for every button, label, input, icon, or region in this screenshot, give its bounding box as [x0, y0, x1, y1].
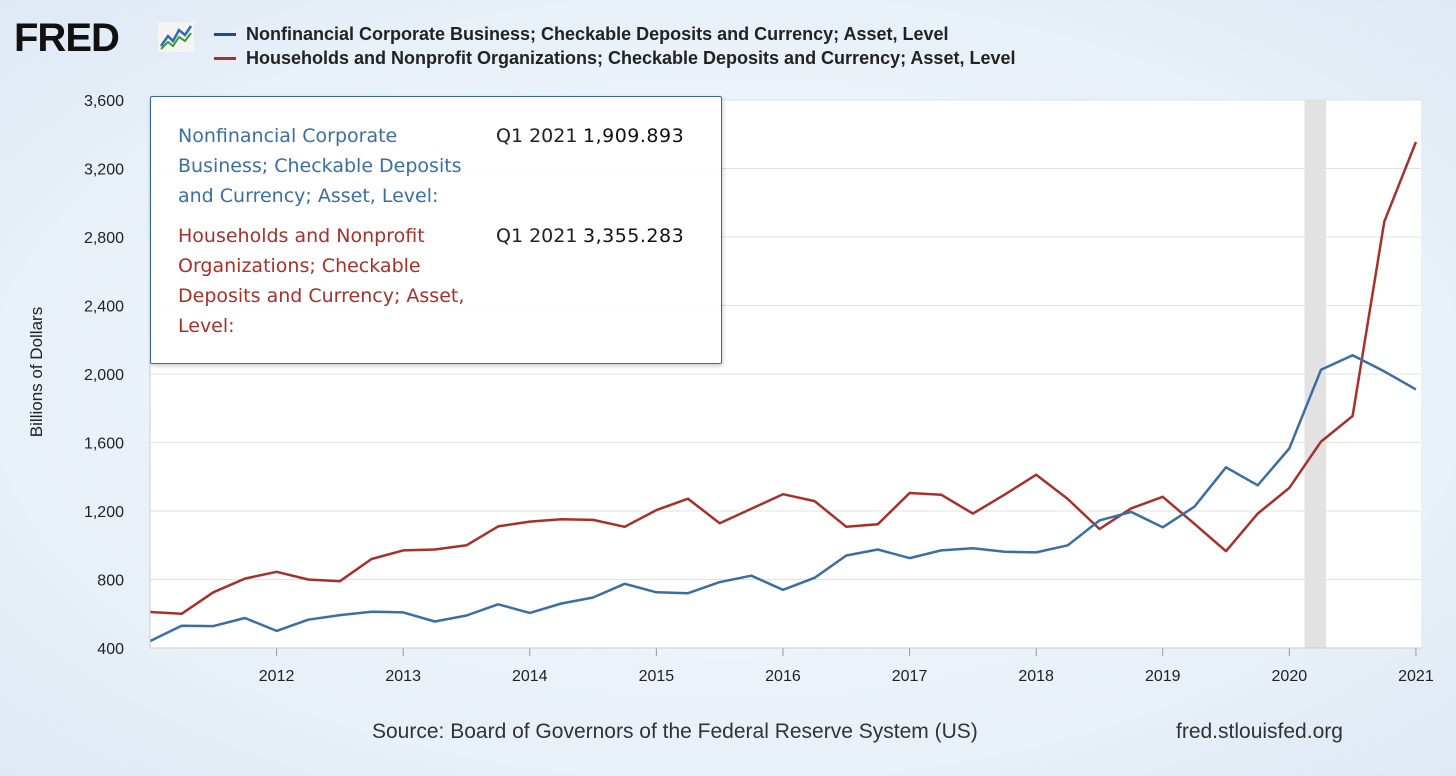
line-graph-icon: [158, 22, 194, 57]
x-axis-ticks: 2012 2013 2014 2015 2016 2017 2018 2019 2020 2021: [149, 100, 1434, 685]
hover-tooltip: Nonfinancial Corporate Business; Checkab…: [150, 96, 722, 364]
x-tick-label: 2012: [259, 668, 295, 685]
y-tick-label: 800: [97, 573, 124, 590]
legend-swatch-red: [214, 56, 236, 60]
y-tick-label: 3,600: [84, 93, 124, 110]
legend-swatch-blue: [214, 32, 236, 36]
legend-item-households[interactable]: Households and Nonprofit Organizations; …: [214, 46, 1015, 70]
y-tick-label: 1,200: [84, 504, 124, 521]
y-tick-label: 400: [97, 641, 124, 658]
x-tick-label: 2015: [639, 668, 675, 685]
y-tick-label: 2,800: [84, 230, 124, 247]
x-tick-label: 2017: [892, 668, 928, 685]
x-tick-label: 2019: [1145, 668, 1181, 685]
tooltip-date: Q1 2021: [496, 225, 578, 247]
chart-legend: Nonfinancial Corporate Business; Checkab…: [214, 22, 1015, 70]
source-note: Source: Board of Governors of the Federa…: [372, 720, 978, 743]
tooltip-date: Q1 2021: [496, 125, 578, 147]
x-tick-label: 2014: [512, 668, 548, 685]
legend-item-nonfinancial[interactable]: Nonfinancial Corporate Business; Checkab…: [214, 22, 1015, 46]
y-tick-label: 2,000: [84, 367, 124, 384]
legend-label-households: Households and Nonprofit Organizations; …: [246, 47, 1016, 68]
legend-label-nonfinancial: Nonfinancial Corporate Business; Checkab…: [246, 23, 949, 44]
tooltip-series-name: Households and Nonprofit Organizations; …: [178, 225, 465, 337]
series-line-nonfinancial[interactable]: [149, 353, 1417, 643]
tooltip-value: 3,355.283: [583, 225, 685, 247]
fred-logo[interactable]: FRED: [14, 16, 120, 60]
y-axis-ticks: 400 800 1,200 1,600 2,000 2,400 2,800 3,200 3,60…: [84, 93, 124, 658]
x-tick-label: 2018: [1018, 668, 1054, 685]
series-lines: [149, 141, 1418, 643]
x-tick-label: 2021: [1398, 668, 1434, 685]
site-link[interactable]: fred.stlouisfed.org: [1176, 720, 1343, 743]
y-axis-title: Billions of Dollars: [27, 307, 46, 437]
tooltip-value: 1,909.893: [583, 125, 685, 147]
x-tick-label: 2016: [765, 668, 801, 685]
series-line-households[interactable]: [149, 141, 1418, 616]
y-tick-label: 2,400: [84, 299, 124, 316]
x-tick-label: 2013: [385, 668, 421, 685]
tooltip-series-name: Nonfinancial Corporate Business; Checkab…: [178, 125, 462, 207]
y-tick-label: 1,600: [84, 436, 124, 453]
y-tick-label: 3,200: [84, 162, 124, 179]
x-tick-label: 2020: [1272, 668, 1308, 685]
